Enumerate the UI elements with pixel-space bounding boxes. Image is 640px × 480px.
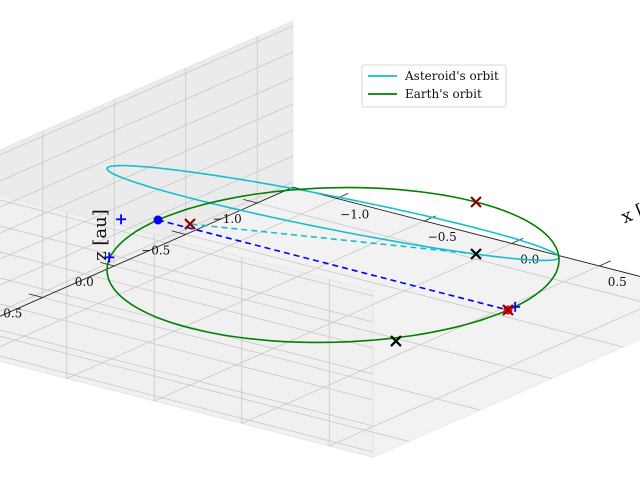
z-axis-label: z [au]: [90, 209, 111, 261]
grid-line-z: [0, 25, 374, 297]
x-tick-mark: [424, 215, 436, 222]
apsides-line: [189, 223, 477, 255]
orbit-line-0: [106, 164, 560, 262]
grid-line-y: [0, 335, 409, 442]
y-tick-mark: [243, 198, 258, 204]
x-tick-label: −0.5: [428, 230, 457, 244]
marker-x-b: [502, 304, 514, 316]
marker-plus: [116, 214, 127, 225]
marker-x-b: [470, 196, 482, 208]
y-tick-mark: [28, 293, 43, 298]
marker-x-b: [390, 335, 402, 347]
legend-label-1: Earth's orbit: [405, 87, 482, 101]
y-tick-mark: [171, 230, 186, 235]
grid-line-x: [66, 212, 425, 380]
x-tick-mark: [511, 238, 524, 244]
x-tick-label: −1.0: [340, 207, 369, 221]
legend-label-0: Asteroid's orbit: [404, 69, 499, 83]
grid-line-x: [241, 257, 600, 425]
grid-line-x: [0, 198, 337, 348]
grid-line-z: [0, 129, 374, 401]
x-tick-label: 0.5: [608, 275, 627, 289]
nodes-line: [157, 219, 509, 311]
grid-line-z: [0, 51, 374, 323]
grid-line-z: [0, 155, 374, 427]
marker-x: [470, 248, 482, 260]
grid-line-z: [0, 77, 374, 349]
grid-line-x: [153, 234, 512, 402]
grid-line-z: [0, 103, 374, 375]
marker-x: [390, 335, 402, 347]
x-axis-label: x [au]: [618, 189, 640, 228]
markers-layer: [104, 196, 521, 347]
x-tick-mark: [599, 260, 611, 267]
marker-x: [184, 218, 196, 230]
marker-x: [502, 304, 514, 316]
tick-labels: −1.0−0.50.00.51.01.00.50.0−0.5−1.00.0200…: [3, 193, 627, 320]
marker-x-b: [470, 248, 482, 260]
y-tick-label: 0.5: [3, 306, 22, 320]
marker-plus: [104, 252, 115, 263]
y-tick-label: −1.0: [213, 212, 242, 226]
y-tick-label: 0.0: [75, 275, 94, 289]
grid-line-x: [328, 279, 640, 447]
x-axis-line: [292, 186, 640, 277]
marker-x: [470, 196, 482, 208]
legend: Asteroid's orbit Earth's orbit: [361, 64, 507, 108]
marker-dot: [153, 215, 163, 225]
grid-line-z: [0, 181, 374, 453]
y-tick-label: −0.5: [141, 243, 170, 257]
marker-x-b: [184, 218, 196, 230]
legend-box: [361, 64, 507, 108]
